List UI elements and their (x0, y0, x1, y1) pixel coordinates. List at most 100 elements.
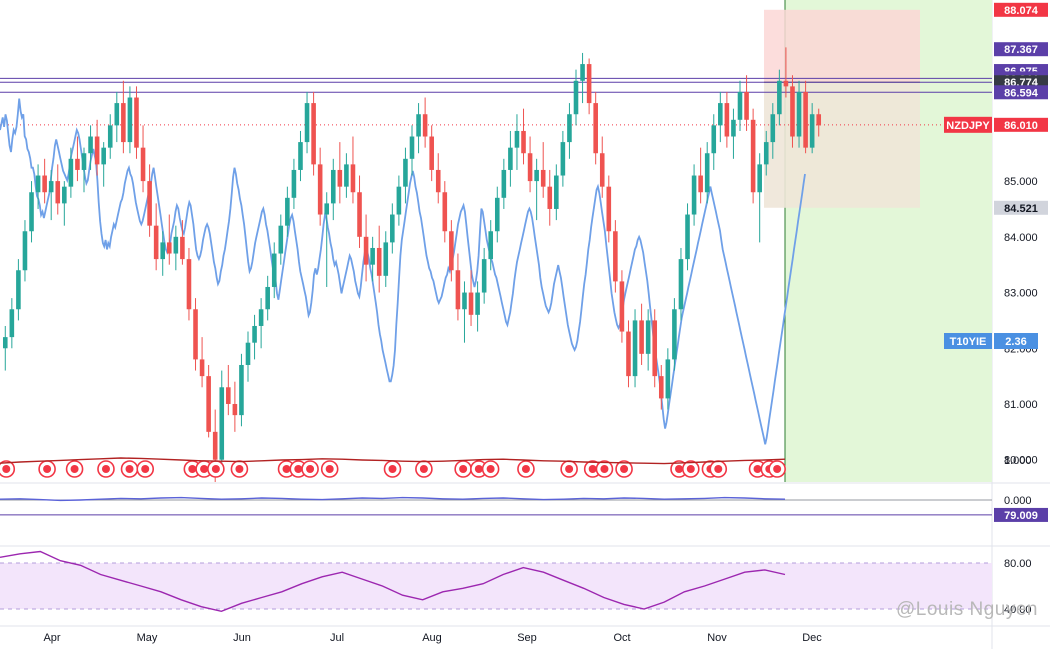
time-tick-label: Apr (43, 632, 60, 644)
candle (508, 130, 513, 187)
indicator-2-tick-label: 40.00 (1004, 604, 1032, 616)
price-tag-bg (994, 507, 1048, 522)
event-marker-dot (675, 465, 684, 473)
candle (724, 91, 730, 148)
candle (81, 147, 87, 193)
candle-body (206, 376, 211, 432)
time-tick-label: Aug (422, 632, 442, 644)
candle (186, 247, 192, 321)
candle (790, 75, 795, 148)
candle-body (586, 64, 592, 104)
event-marker-dot (282, 465, 291, 473)
candle (75, 136, 80, 182)
candle (783, 47, 789, 98)
candle (711, 114, 717, 170)
candle-body (16, 270, 21, 310)
candle-body (527, 153, 533, 182)
event-marker-dot (419, 465, 428, 473)
candle (127, 86, 133, 154)
candle-body (501, 169, 507, 198)
candle-body (357, 192, 362, 237)
candle-body (153, 225, 159, 260)
candle-body (330, 169, 336, 204)
price-axis[interactable]: 85.00084.00083.00082.00081.00080.00088.0… (944, 2, 1048, 522)
compare-value-tag-label: 2.36 (1005, 336, 1026, 348)
candle (475, 281, 480, 332)
candle (166, 214, 172, 265)
horizontal-levels[interactable] (0, 77, 992, 516)
candle-body (219, 387, 225, 460)
candle-body (704, 153, 710, 193)
candle-body (763, 142, 769, 165)
compare-symbol-tag-bg (944, 333, 992, 349)
candle (580, 52, 585, 104)
event-marker-dot (714, 465, 723, 473)
candle-body (9, 309, 15, 338)
candle-body (403, 158, 408, 187)
candle (737, 80, 743, 131)
candle (311, 91, 316, 176)
candle-body (193, 309, 198, 360)
event-marker (136, 460, 155, 478)
candle-body (298, 142, 303, 170)
candle (68, 147, 74, 198)
time-axis[interactable]: Apr May Jun Jul Aug Sep Oct Nov Dec (43, 632, 822, 644)
candle (383, 231, 389, 287)
event-marker-dot (43, 465, 52, 473)
event-marker-dot (141, 465, 150, 473)
event-marker-dot (388, 465, 397, 473)
candle (560, 130, 566, 187)
time-tick-label: Sep (517, 632, 537, 644)
candle-body (55, 181, 61, 204)
candle (114, 91, 120, 143)
candle-body (121, 103, 126, 143)
candle (35, 164, 41, 209)
event-markers (0, 460, 786, 478)
event-marker (768, 460, 786, 478)
price-tag-bg (994, 200, 1048, 215)
candle-body (22, 231, 28, 271)
candle-body (672, 309, 677, 360)
candle (363, 214, 369, 282)
candle (344, 153, 349, 198)
candle-body (344, 164, 349, 187)
price-tag-label: 79.009 (1004, 510, 1038, 522)
candle-body (252, 325, 257, 343)
candle-body (147, 181, 152, 226)
indicator-1-series-b (0, 457, 786, 465)
price-tag: 79.009 (994, 507, 1048, 522)
watermark: @Louis Nguyen (896, 599, 1038, 620)
candle-body (481, 259, 487, 293)
candle (42, 158, 47, 204)
candle-body (626, 331, 631, 377)
candle (494, 186, 500, 243)
candle-body (232, 403, 238, 416)
candle-body (462, 292, 467, 310)
candle-body (750, 119, 756, 193)
candle-body (599, 153, 605, 187)
candle-body (534, 169, 539, 182)
candle-body (698, 175, 703, 193)
event-marker (97, 460, 115, 478)
candle (252, 314, 257, 360)
candle (481, 247, 487, 304)
candle (816, 108, 822, 137)
candle (390, 203, 395, 254)
indicator-1-series-a (0, 496, 786, 502)
candle-body (514, 130, 520, 148)
candle-body (816, 114, 822, 126)
candle (442, 181, 448, 243)
candle (573, 69, 579, 126)
candle-body (645, 320, 651, 354)
event-marker (65, 460, 84, 478)
candle-body (711, 125, 717, 154)
candle-body (521, 130, 526, 154)
candle (763, 130, 769, 176)
candle (770, 103, 776, 159)
candle (796, 80, 802, 148)
candle (278, 214, 284, 265)
compare-line-layer (0, 98, 806, 445)
candle (232, 381, 238, 432)
candle (350, 136, 356, 204)
